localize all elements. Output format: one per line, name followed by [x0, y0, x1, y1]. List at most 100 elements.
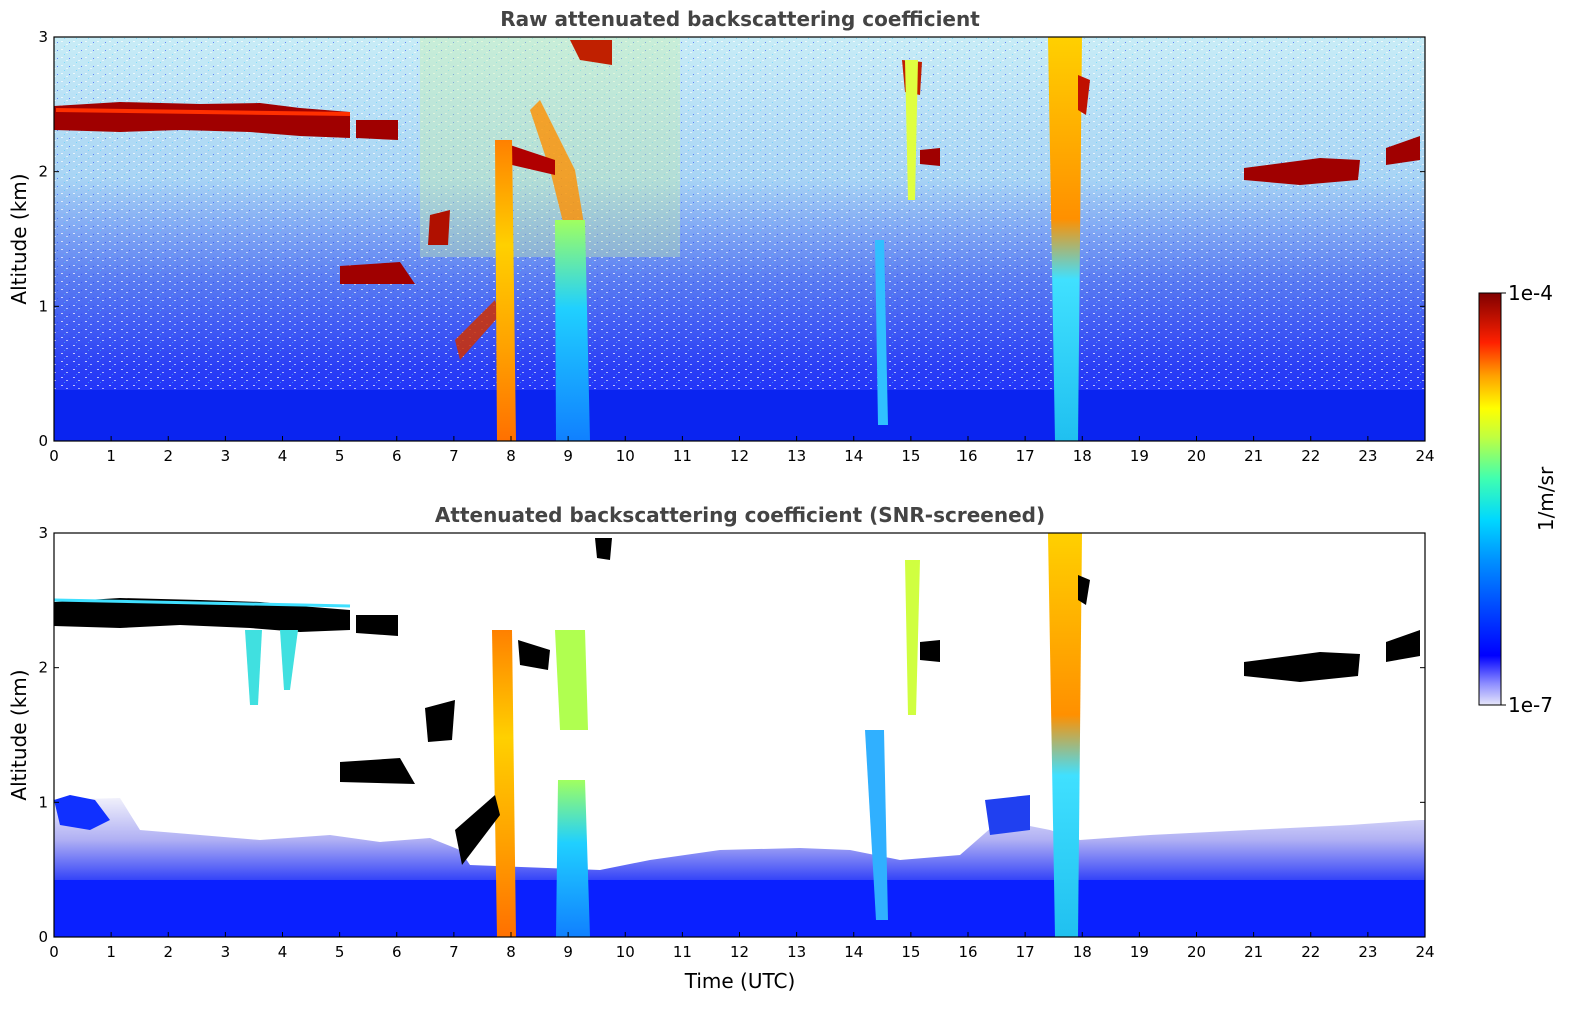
x-tick-label: 16	[958, 447, 977, 465]
x-tick-label: 11	[673, 943, 692, 961]
colorbar-unit-label: 1/m/sr	[1534, 466, 1558, 531]
panel2-cloud-layer-c	[1244, 652, 1360, 682]
x-tick-label: 24	[1415, 447, 1434, 465]
panel2-fallstreak-b	[280, 630, 298, 690]
panel2-cloud-edge-a	[54, 598, 351, 608]
panel1-column-18h	[1048, 37, 1082, 441]
x-tick-label: 5	[335, 943, 345, 961]
x-tick-label: 7	[449, 447, 459, 465]
panel2-y-ticks: 0 1 2 3	[38, 524, 1425, 946]
panel1-streak-c	[455, 300, 500, 360]
panel1-column-18h-edge	[1078, 75, 1090, 115]
x-tick-label: 12	[730, 943, 749, 961]
y-tick-label: 3	[38, 28, 48, 46]
x-tick-label: 17	[1016, 943, 1035, 961]
x-tick-label: 3	[221, 943, 231, 961]
panel1-noise-speckle	[54, 37, 1425, 441]
x-tick-label: 21	[1244, 447, 1263, 465]
x-tick-label: 8	[506, 943, 516, 961]
y-tick-label: 0	[38, 928, 48, 946]
colorbar-min-label: 1e-7	[1508, 693, 1553, 717]
panel2-title: Attenuated backscattering coefficient (S…	[435, 503, 1045, 527]
panel1-column-9h	[555, 220, 590, 441]
panel1-cloud-layer-b	[356, 120, 398, 140]
x-tick-label: 4	[278, 447, 288, 465]
x-tick-label: 23	[1358, 943, 1377, 961]
x-tick-label: 20	[1187, 447, 1206, 465]
x-tick-label: 18	[1073, 943, 1092, 961]
y-tick-label: 2	[38, 163, 48, 181]
x-tick-label: 20	[1187, 943, 1206, 961]
panel2-fallstreak-a	[245, 630, 262, 705]
x-tick-label: 21	[1244, 943, 1263, 961]
x-tick-label: 16	[958, 943, 977, 961]
x-tick-label: 22	[1301, 943, 1320, 961]
panel1-title: Raw attenuated backscattering coefficien…	[500, 7, 980, 31]
panel1-surface-layer	[54, 390, 1425, 441]
x-tick-label: 1	[106, 447, 116, 465]
panel2-column-15h	[905, 560, 920, 715]
x-tick-label: 10	[616, 447, 635, 465]
y-tick-label: 0	[38, 432, 48, 450]
panel2-cloud-layer-a	[54, 598, 350, 632]
x-tick-label: 13	[787, 943, 806, 961]
panel2-streak-c	[455, 795, 500, 865]
x-tick-label: 6	[392, 943, 402, 961]
x-tick-label: 23	[1358, 447, 1377, 465]
panel1-column-15h	[905, 60, 918, 200]
x-tick-label: 1	[106, 943, 116, 961]
x-tick-label: 11	[673, 447, 692, 465]
x-tick-label: 5	[335, 447, 345, 465]
panel2-cloud-layer-b	[356, 615, 398, 636]
panel1-cloud-mid	[340, 262, 415, 284]
x-tick-label: 3	[221, 447, 231, 465]
panel1-cloud-layer-d	[1386, 136, 1420, 165]
panel1-cloud-small	[920, 148, 940, 166]
panel1-streak-d	[570, 40, 612, 65]
panel2-column-14h	[865, 730, 888, 920]
panel1-column-14h	[875, 240, 888, 425]
panel2-cloud-top	[595, 538, 612, 560]
panel2-cloud-layer-d	[1386, 630, 1420, 662]
panel2-column-18h	[1048, 533, 1082, 937]
panel1-heatmap	[54, 37, 1425, 441]
x-tick-label: 12	[730, 447, 749, 465]
panel2-x-ticks: 0 1 2 3 4 5 6 7 8 9 10 11 12 13 14 15 16 17 18 19 20 21 22 23 24	[49, 932, 1435, 961]
x-tick-label: 7	[449, 943, 459, 961]
x-tick-label: 14	[844, 447, 863, 465]
x-tick-label: 9	[563, 447, 573, 465]
x-tick-label: 0	[49, 943, 59, 961]
colorbar-max-label: 1e-4	[1508, 281, 1553, 305]
panel1-y-label: Altitude (km)	[7, 173, 31, 304]
panel2-cloud-mid-b	[425, 700, 455, 742]
x-tick-label: 9	[563, 943, 573, 961]
panel2-surface-layer	[54, 880, 1425, 937]
x-tick-label: 17	[1016, 447, 1035, 465]
y-tick-label: 3	[38, 524, 48, 542]
x-tick-label: 19	[1130, 447, 1149, 465]
x-tick-label: 19	[1130, 943, 1149, 961]
panel1-column-8h	[495, 140, 516, 441]
panel1-x-ticks: 0 1 2 3 4 5 6 7 8 9 10 11 12 13 14 15 16 17 18 19 20 21 22 23 24	[49, 436, 1435, 465]
panel2-cloud-mid	[340, 758, 415, 784]
y-tick-label: 1	[38, 297, 48, 315]
y-tick-label: 1	[38, 793, 48, 811]
colorbar	[1478, 292, 1502, 706]
x-tick-label: 10	[616, 943, 635, 961]
panel2-cloud-streak	[518, 640, 550, 670]
x-tick-label: 6	[392, 447, 402, 465]
x-tick-label: 2	[163, 943, 173, 961]
panel2-y-label: Altitude (km)	[7, 669, 31, 800]
panel2-column-8h	[492, 630, 516, 937]
panel2-low-patch-b	[985, 795, 1030, 835]
panel2-column-9h-top	[555, 630, 588, 730]
panel2-heatmap	[54, 533, 1425, 937]
x-tick-label: 22	[1301, 447, 1320, 465]
x-tick-label: 13	[787, 447, 806, 465]
panel1-streak-b	[510, 145, 555, 175]
panel2-low-patch-a	[54, 795, 110, 830]
x-tick-label: 2	[163, 447, 173, 465]
x-tick-label: 15	[901, 447, 920, 465]
panel1-streak-a	[530, 100, 585, 230]
